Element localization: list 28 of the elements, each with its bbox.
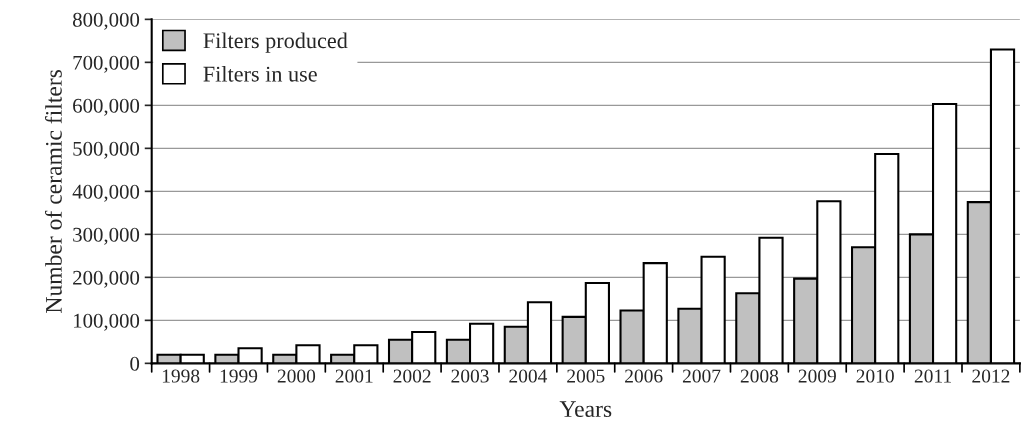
- x-tick-label: 1999: [220, 369, 258, 383]
- legend-label: Filters produced: [203, 32, 348, 53]
- x-tick-label: 2007: [682, 369, 721, 383]
- y-tick-label: 400,000: [72, 184, 140, 202]
- y-tick-label: 300,000: [73, 227, 140, 245]
- x-tick-label: 2001: [335, 369, 373, 383]
- y-tick-label: 800,000: [72, 12, 140, 30]
- y-tick-label: 700,000: [73, 55, 140, 73]
- legend-label: Filters in use: [203, 66, 317, 82]
- x-tick-label: 2012: [972, 369, 1010, 383]
- x-axis-title: Years: [559, 401, 612, 418]
- x-tick-label: 2011: [914, 369, 951, 383]
- x-tick-label: 1998: [162, 369, 200, 383]
- x-tick-label: 2009: [798, 369, 836, 383]
- x-tick-label: 2003: [451, 369, 489, 383]
- x-tick-label: 2008: [740, 369, 779, 383]
- y-tick-label: 200,000: [73, 270, 140, 288]
- y-axis-title: Number of ceramic filters: [44, 69, 62, 313]
- x-tick-label: 2005: [567, 369, 605, 383]
- y-tick-label: 500,000: [73, 141, 140, 159]
- y-tick-label: 100,000: [74, 313, 140, 331]
- y-tick-label: 0: [130, 356, 140, 371]
- x-tick-label: 2002: [393, 369, 431, 383]
- x-tick-label: 2000: [277, 369, 316, 383]
- x-tick-label: 2006: [625, 369, 663, 383]
- y-tick-label: 600,000: [73, 98, 140, 116]
- x-tick-label: 2010: [856, 369, 894, 383]
- x-tick-label: 2004: [509, 369, 548, 383]
